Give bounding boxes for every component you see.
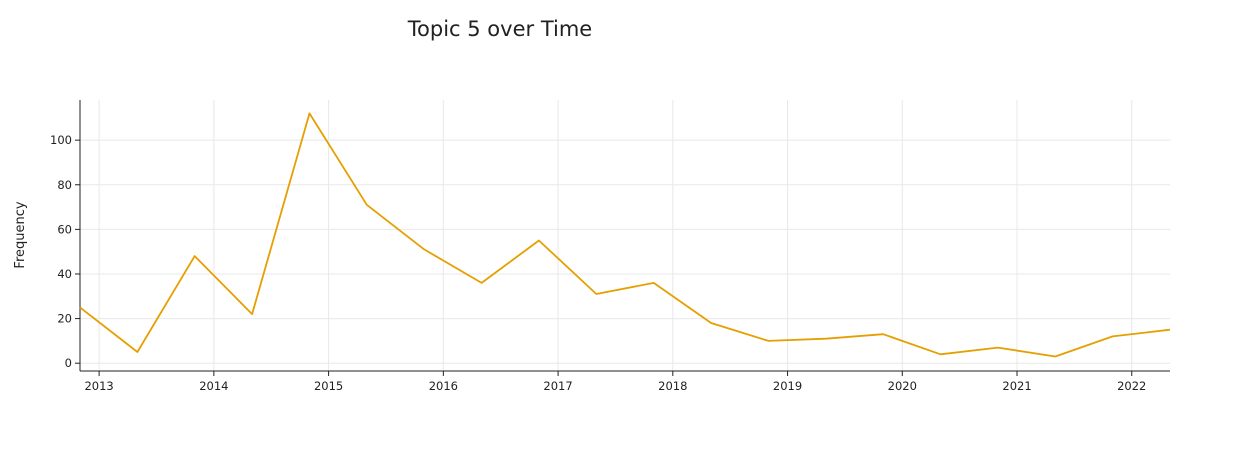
x-tick-label: 2018 xyxy=(658,379,687,393)
series-group xyxy=(79,112,1171,358)
y-tick-label: 20 xyxy=(57,312,72,326)
y-tick-label: 0 xyxy=(65,356,72,370)
x-tick-label: 2021 xyxy=(1002,379,1031,393)
y-tick-label: 100 xyxy=(50,133,72,147)
x-tick-label: 2017 xyxy=(543,379,572,393)
x-tick-label: 2022 xyxy=(1117,379,1146,393)
y-tick-label: 80 xyxy=(57,178,72,192)
y-axis-label: Frequency xyxy=(13,201,28,268)
y-tick-label: 40 xyxy=(57,267,72,281)
x-tick-label: 2016 xyxy=(429,379,458,393)
x-tick-label: 2014 xyxy=(199,379,228,393)
y-axis-ticks: 0 20 40 60 80 100 xyxy=(50,133,80,370)
x-axis-ticks: 2013 2014 2015 2016 2017 2018 2019 2020 2021 2022 xyxy=(84,371,1146,393)
y-tick-label: 60 xyxy=(57,222,72,236)
x-tick-label: 2013 xyxy=(84,379,113,393)
series-line xyxy=(79,112,1171,358)
x-tick-label: 2020 xyxy=(888,379,917,393)
grid-lines xyxy=(80,100,1170,371)
axes xyxy=(79,100,1170,372)
x-tick-label: 2019 xyxy=(773,379,802,393)
x-tick-label: 2015 xyxy=(314,379,343,393)
chart-title: Topic 5 over Time xyxy=(407,17,593,41)
